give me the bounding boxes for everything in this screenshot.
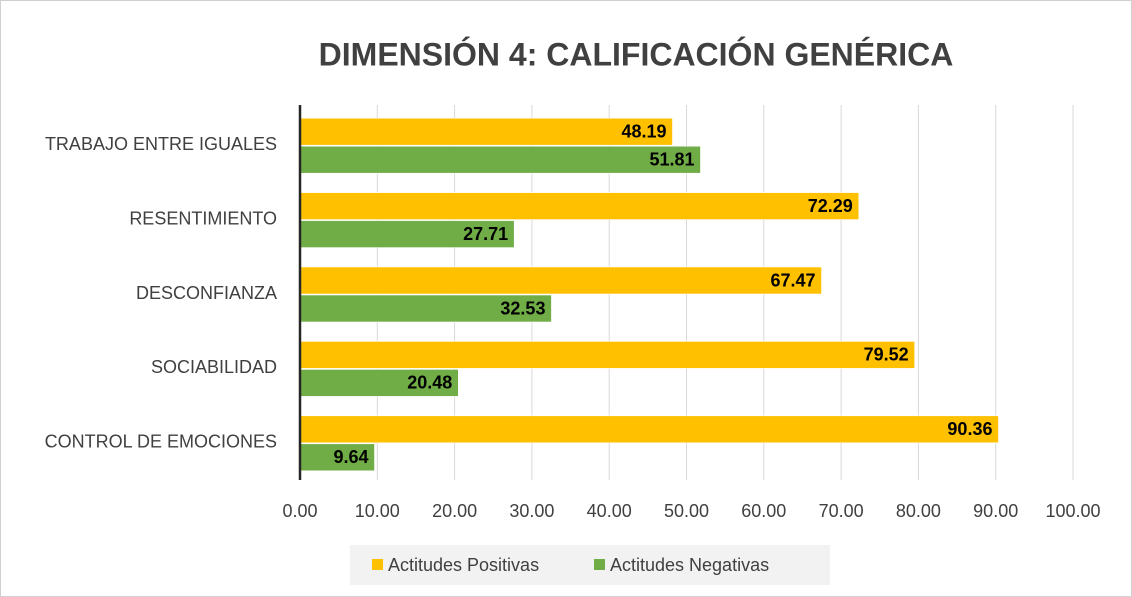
data-label: 90.36 xyxy=(947,419,992,439)
y-tick-label: RESENTIMIENTO xyxy=(129,208,277,228)
data-label: 9.64 xyxy=(333,447,368,467)
data-label: 79.52 xyxy=(864,345,909,365)
data-label: 48.19 xyxy=(621,121,666,141)
legend-swatch xyxy=(372,559,383,570)
y-tick-label: TRABAJO ENTRE IGUALES xyxy=(45,134,277,154)
x-tick-label: 60.00 xyxy=(741,501,786,521)
bar xyxy=(299,117,673,146)
y-tick-label: SOCIABILIDAD xyxy=(151,357,277,377)
legend-swatch xyxy=(594,559,605,570)
x-tick-label: 40.00 xyxy=(587,501,632,521)
x-tick-label: 70.00 xyxy=(819,501,864,521)
data-label: 27.71 xyxy=(463,224,508,244)
bar xyxy=(299,266,822,295)
x-tick-label: 30.00 xyxy=(509,501,554,521)
x-tick-label: 20.00 xyxy=(432,501,477,521)
bar xyxy=(299,192,860,220)
bar xyxy=(299,220,515,248)
legend-label: Actitudes Positivas xyxy=(388,555,539,575)
bar xyxy=(299,415,999,444)
bar xyxy=(299,369,459,397)
bar xyxy=(299,443,375,472)
x-tick-label: 0.00 xyxy=(282,501,317,521)
legend-label: Actitudes Negativas xyxy=(610,555,769,575)
x-tick-label: 80.00 xyxy=(896,501,941,521)
x-tick-label: 100.00 xyxy=(1045,501,1100,521)
y-tick-label: CONTROL DE EMOCIONES xyxy=(45,432,277,452)
bar xyxy=(299,145,701,174)
data-label: 67.47 xyxy=(770,270,815,290)
data-label: 32.53 xyxy=(500,298,545,318)
data-label: 72.29 xyxy=(808,196,853,216)
chart-title: DIMENSIÓN 4: CALIFICACIÓN GENÉRICA xyxy=(319,36,954,72)
x-tick-label: 10.00 xyxy=(355,501,400,521)
y-tick-label: DESCONFIANZA xyxy=(136,283,277,303)
data-label: 51.81 xyxy=(649,149,694,169)
x-tick-label: 90.00 xyxy=(973,501,1018,521)
data-label: 20.48 xyxy=(407,373,452,393)
bar xyxy=(299,294,552,323)
x-tick-label: 50.00 xyxy=(664,501,709,521)
bar xyxy=(299,341,915,369)
legend-box xyxy=(350,545,830,585)
